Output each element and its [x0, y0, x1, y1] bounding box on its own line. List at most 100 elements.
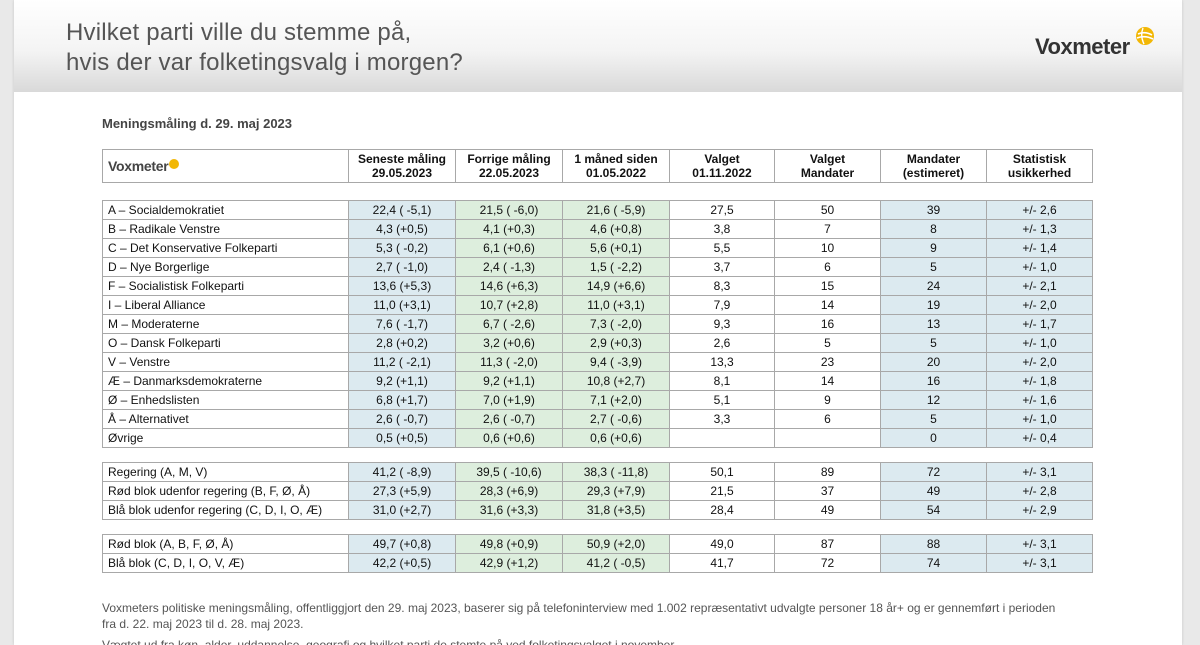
value-cell: +/- 1,4	[986, 238, 1093, 258]
value-cell: 14,6 (+6,3)	[455, 276, 563, 296]
value-cell: 4,6 (+0,8)	[562, 219, 670, 239]
sun-logo-icon	[1136, 27, 1154, 45]
value-cell: 5	[880, 409, 987, 429]
spacer-cell	[102, 519, 1093, 535]
table-row: Blå blok (C, D, I, O, V, Æ) 42,2 (+0,5) 42…	[102, 553, 1093, 573]
value-cell: 74	[880, 553, 987, 573]
headline-line-1: Hvilket parti ville du stemme på,	[66, 19, 412, 46]
value-cell: 0,6 (+0,6)	[562, 428, 670, 448]
table-brand-logo: Voxmeter	[108, 157, 169, 174]
party-name-cell: B – Radikale Venstre	[102, 219, 349, 239]
value-cell: 3,7	[669, 257, 775, 277]
value-cell: 2,7 ( -0,6)	[562, 409, 670, 429]
poll-subtitle: Meningsmåling d. 29. maj 2023	[102, 116, 293, 131]
value-cell: +/- 2,1	[986, 276, 1093, 296]
spacer-row	[102, 519, 1093, 535]
table-row: Rød blok udenfor regering (B, F, Ø, Å) 27…	[102, 481, 1093, 501]
value-cell: 13,3	[669, 352, 775, 372]
value-cell: +/- 2,9	[986, 500, 1093, 520]
value-cell: 42,9 (+1,2)	[455, 553, 563, 573]
value-cell: 8,1	[669, 371, 775, 391]
value-cell: 3,3	[669, 409, 775, 429]
column-header-line: 1 måned siden	[574, 152, 658, 166]
value-cell: 54	[880, 500, 987, 520]
value-cell: 14	[774, 371, 881, 391]
value-cell: 87	[774, 534, 881, 554]
value-cell: 16	[774, 314, 881, 334]
value-cell	[669, 428, 775, 448]
methodology-note: Voxmeters politiske meningsmåling, offen…	[102, 601, 1056, 631]
value-cell: 6,1 (+0,6)	[455, 238, 563, 258]
column-header-line: (estimeret)	[902, 166, 965, 180]
party-name-cell: D – Nye Borgerlige	[102, 257, 349, 277]
value-cell: 5	[774, 333, 881, 353]
value-cell: 24	[880, 276, 987, 296]
column-header: Mandater (estimeret)	[880, 149, 987, 183]
value-cell: 2,4 ( -1,3)	[455, 257, 563, 277]
party-name-cell: Ø – Enhedslisten	[102, 390, 349, 410]
value-cell: 21,6 ( -5,9)	[562, 200, 670, 220]
value-cell: +/- 3,1	[986, 553, 1093, 573]
party-name-cell: Rød blok udenfor regering (B, F, Ø, Å)	[102, 481, 349, 501]
value-cell: 31,6 (+3,3)	[455, 500, 563, 520]
party-name-cell: C – Det Konservative Folkeparti	[102, 238, 349, 258]
value-cell: 3,2 (+0,6)	[455, 333, 563, 353]
value-cell: 72	[774, 553, 881, 573]
value-cell: 0	[880, 428, 987, 448]
value-cell: 49,0	[669, 534, 775, 554]
value-cell: 28,3 (+6,9)	[455, 481, 563, 501]
column-header-line: Statistisk	[1012, 152, 1067, 166]
value-cell: 10,7 (+2,8)	[455, 295, 563, 315]
value-cell: 15	[774, 276, 881, 296]
value-cell: 2,6 ( -0,7)	[348, 409, 456, 429]
column-header: Statistisk usikkerhed	[986, 149, 1093, 183]
column-header-line: usikkerhed	[1007, 166, 1072, 180]
value-cell: 2,7 ( -1,0)	[348, 257, 456, 277]
party-name-cell: Rød blok (A, B, F, Ø, Å)	[102, 534, 349, 554]
table-row: Regering (A, M, V) 41,2 ( -8,9) 39,5 ( -10…	[102, 462, 1093, 482]
report-page: Hvilket parti ville du stemme på, hvis d…	[14, 0, 1182, 645]
value-cell: 11,0 (+3,1)	[562, 295, 670, 315]
value-cell: 5,1	[669, 390, 775, 410]
column-header-line: Valget	[704, 152, 740, 166]
value-cell: +/- 1,3	[986, 219, 1093, 239]
value-cell: 23	[774, 352, 881, 372]
table-header-row: Voxmeter Seneste måling 29.05.2023 Forrig…	[102, 149, 1093, 183]
table-row: M – Moderaterne 7,6 ( -1,7) 6,7 ( -2,6) 7,3…	[102, 314, 1093, 334]
value-cell: 5	[880, 333, 987, 353]
table-row: Øvrige 0,5 (+0,5) 0,6 (+0,6) 0,6 (+0,6) 0 +/-…	[102, 428, 1093, 448]
value-cell: 9,2 (+1,1)	[348, 371, 456, 391]
table-row: A – Socialdemokratiet 22,4 ( -5,1) 21,5 ( …	[102, 200, 1093, 220]
value-cell: 13,6 (+5,3)	[348, 276, 456, 296]
header-banner: Hvilket parti ville du stemme på, hvis d…	[14, 0, 1182, 92]
value-cell: 21,5	[669, 481, 775, 501]
value-cell: 10	[774, 238, 881, 258]
value-cell: 88	[880, 534, 987, 554]
column-header-line: 01.11.2022	[692, 166, 752, 180]
value-cell: 27,5	[669, 200, 775, 220]
value-cell: 49,7 (+0,8)	[348, 534, 456, 554]
value-cell: 6,8 (+1,7)	[348, 390, 456, 410]
value-cell: 21,5 ( -6,0)	[455, 200, 563, 220]
value-cell: 0,5 (+0,5)	[348, 428, 456, 448]
table-row: Å – Alternativet 2,6 ( -0,7) 2,6 ( -0,7) 2,…	[102, 409, 1093, 429]
value-cell: 9	[774, 390, 881, 410]
column-header-line: Valget	[809, 152, 846, 166]
party-name-cell: O – Dansk Folkeparti	[102, 333, 349, 353]
value-cell: 29,3 (+7,9)	[562, 481, 670, 501]
headline: Hvilket parti ville du stemme på, hvis d…	[66, 18, 463, 78]
value-cell: 7,0 (+1,9)	[455, 390, 563, 410]
spacer-row	[102, 447, 1093, 463]
value-cell: +/- 2,8	[986, 481, 1093, 501]
party-name-cell: A – Socialdemokratiet	[102, 200, 349, 220]
value-cell: 42,2 (+0,5)	[348, 553, 456, 573]
value-cell: +/- 3,1	[986, 462, 1093, 482]
spacer-row	[102, 182, 1093, 201]
value-cell: +/- 1,6	[986, 390, 1093, 410]
value-cell: 3,8	[669, 219, 775, 239]
table-row: D – Nye Borgerlige 2,7 ( -1,0) 2,4 ( -1,3)…	[102, 257, 1093, 277]
value-cell: 50,1	[669, 462, 775, 482]
value-cell: 41,2 ( -8,9)	[348, 462, 456, 482]
party-name-cell: V – Venstre	[102, 352, 349, 372]
value-cell: 50	[774, 200, 881, 220]
